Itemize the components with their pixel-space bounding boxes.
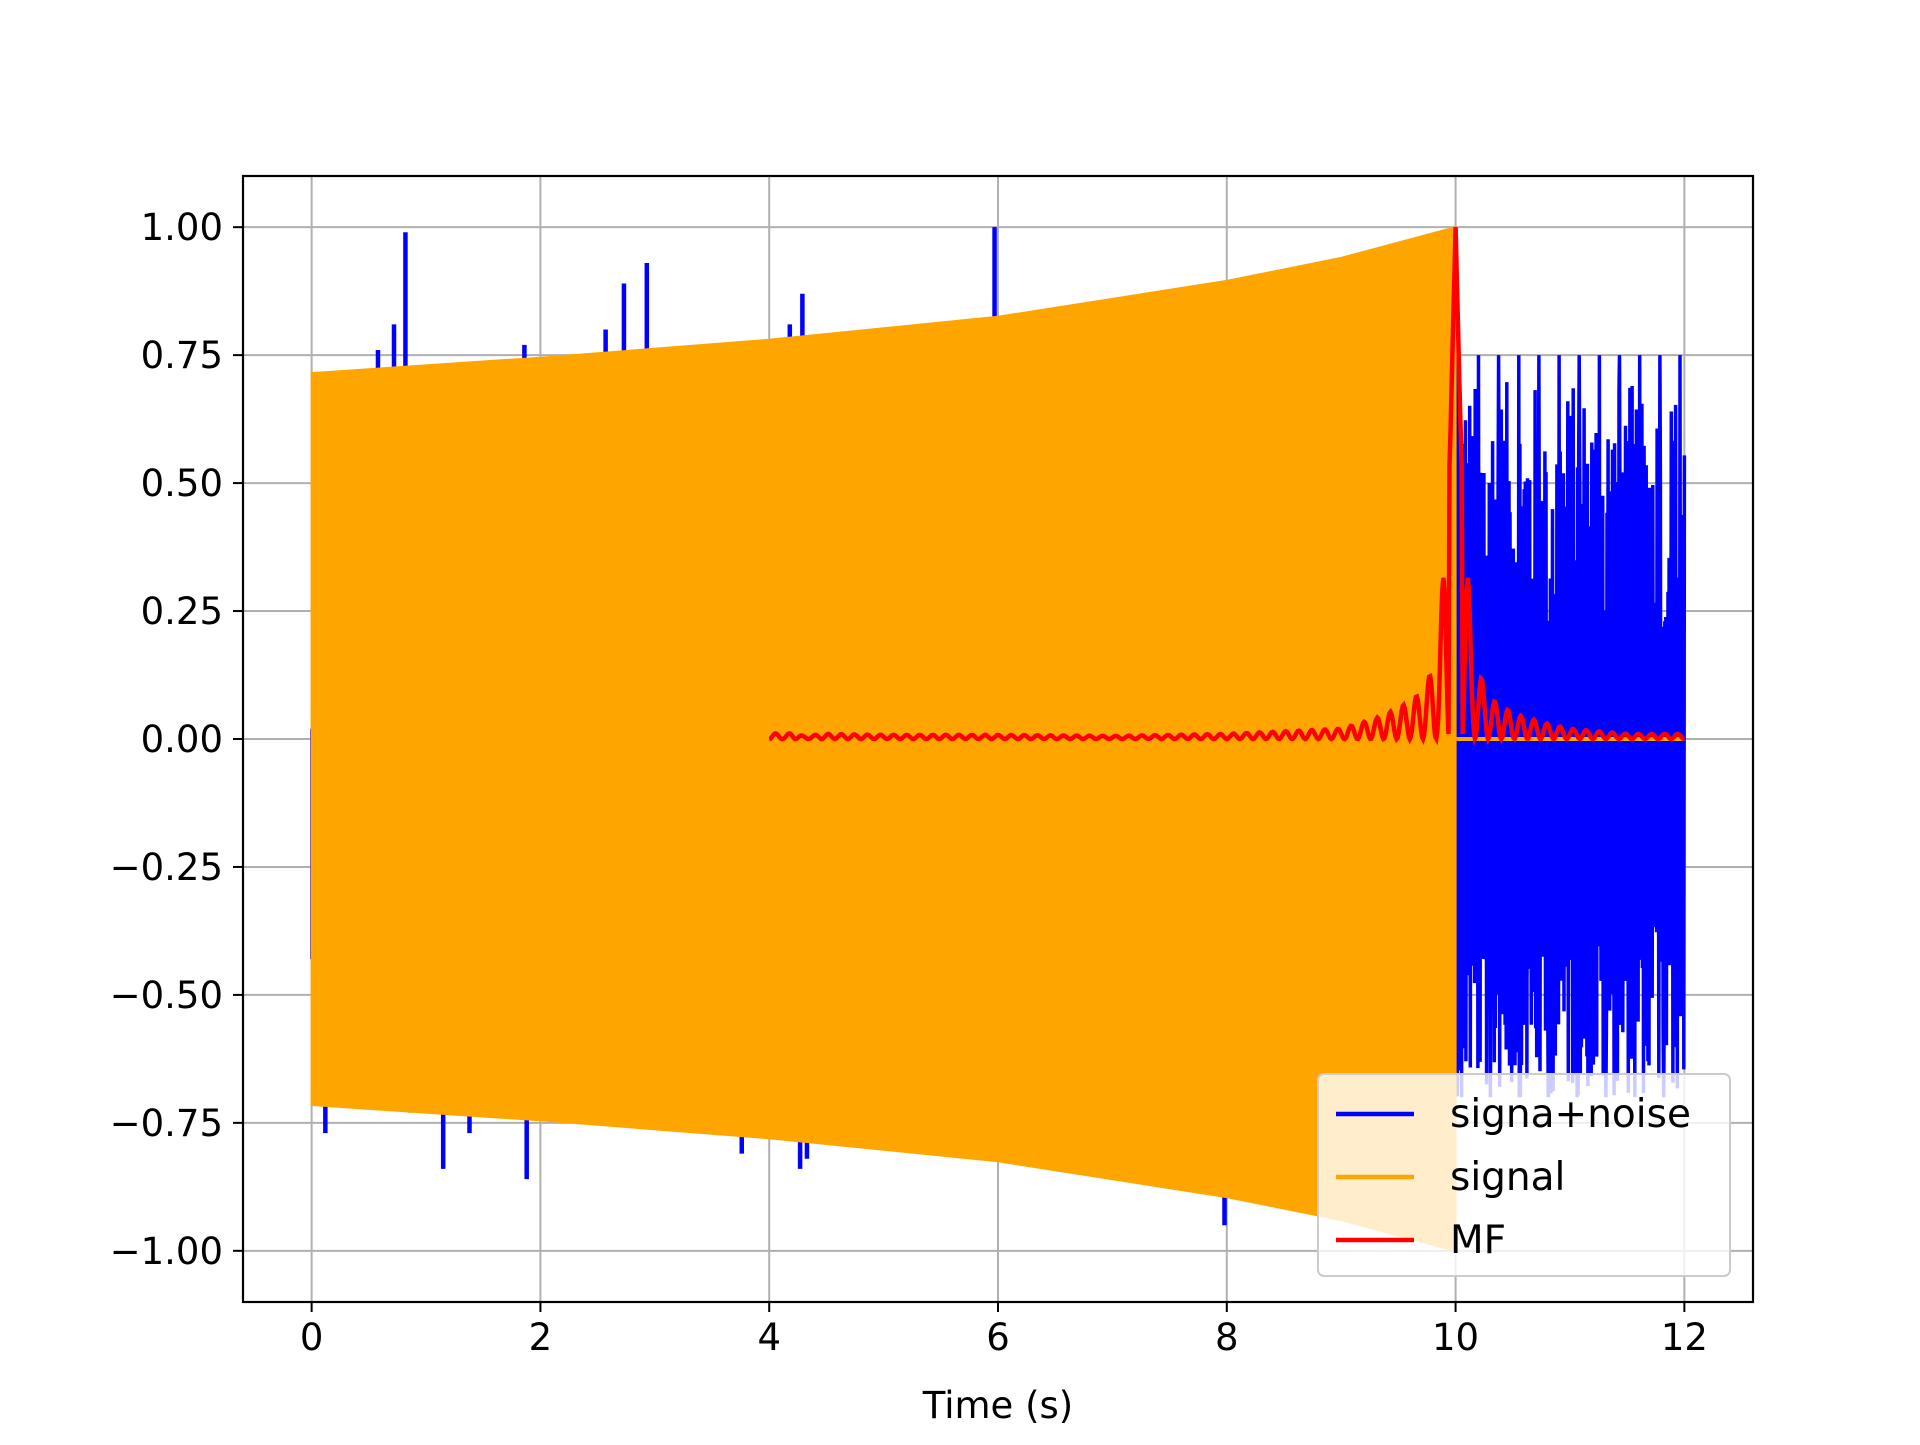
y-tick-label: 0.25 — [141, 590, 223, 633]
legend: signa+noise signal MF — [1317, 1073, 1731, 1277]
y-tick-label: −0.75 — [110, 1102, 223, 1145]
y-tick-label: 0.75 — [141, 334, 223, 377]
y-tick-label: −0.25 — [110, 846, 223, 889]
x-tick-label: 4 — [757, 1316, 781, 1359]
y-tick-label: 0.00 — [141, 718, 223, 761]
y-tick-label: −0.50 — [110, 974, 223, 1017]
legend-label: signal — [1450, 1155, 1565, 1200]
y-tick-label: −1.00 — [110, 1230, 223, 1273]
x-tick-label: 0 — [300, 1316, 324, 1359]
x-axis-label: Time (s) — [922, 1384, 1073, 1427]
ticks: 0 2 4 6 8 10 12 −1.00 −0.75 −0.50 −0.25 0.00 0.25 0.5… — [110, 206, 1708, 1359]
mf-line — [768, 227, 1685, 746]
noise-after-signal — [1453, 355, 1687, 1098]
y-tick-label: 1.00 — [141, 206, 223, 249]
x-tick-label: 10 — [1432, 1316, 1479, 1359]
legend-label: MF — [1450, 1218, 1506, 1263]
plot-area — [310, 225, 1687, 1253]
x-tick-label: 8 — [1215, 1316, 1239, 1359]
x-tick-label: 2 — [529, 1316, 553, 1359]
legend-label: signa+noise — [1450, 1092, 1691, 1137]
y-tick-label: 0.50 — [141, 462, 223, 505]
x-tick-label: 6 — [986, 1316, 1010, 1359]
legend-box — [1317, 1073, 1731, 1277]
x-tick-label: 12 — [1661, 1316, 1708, 1359]
